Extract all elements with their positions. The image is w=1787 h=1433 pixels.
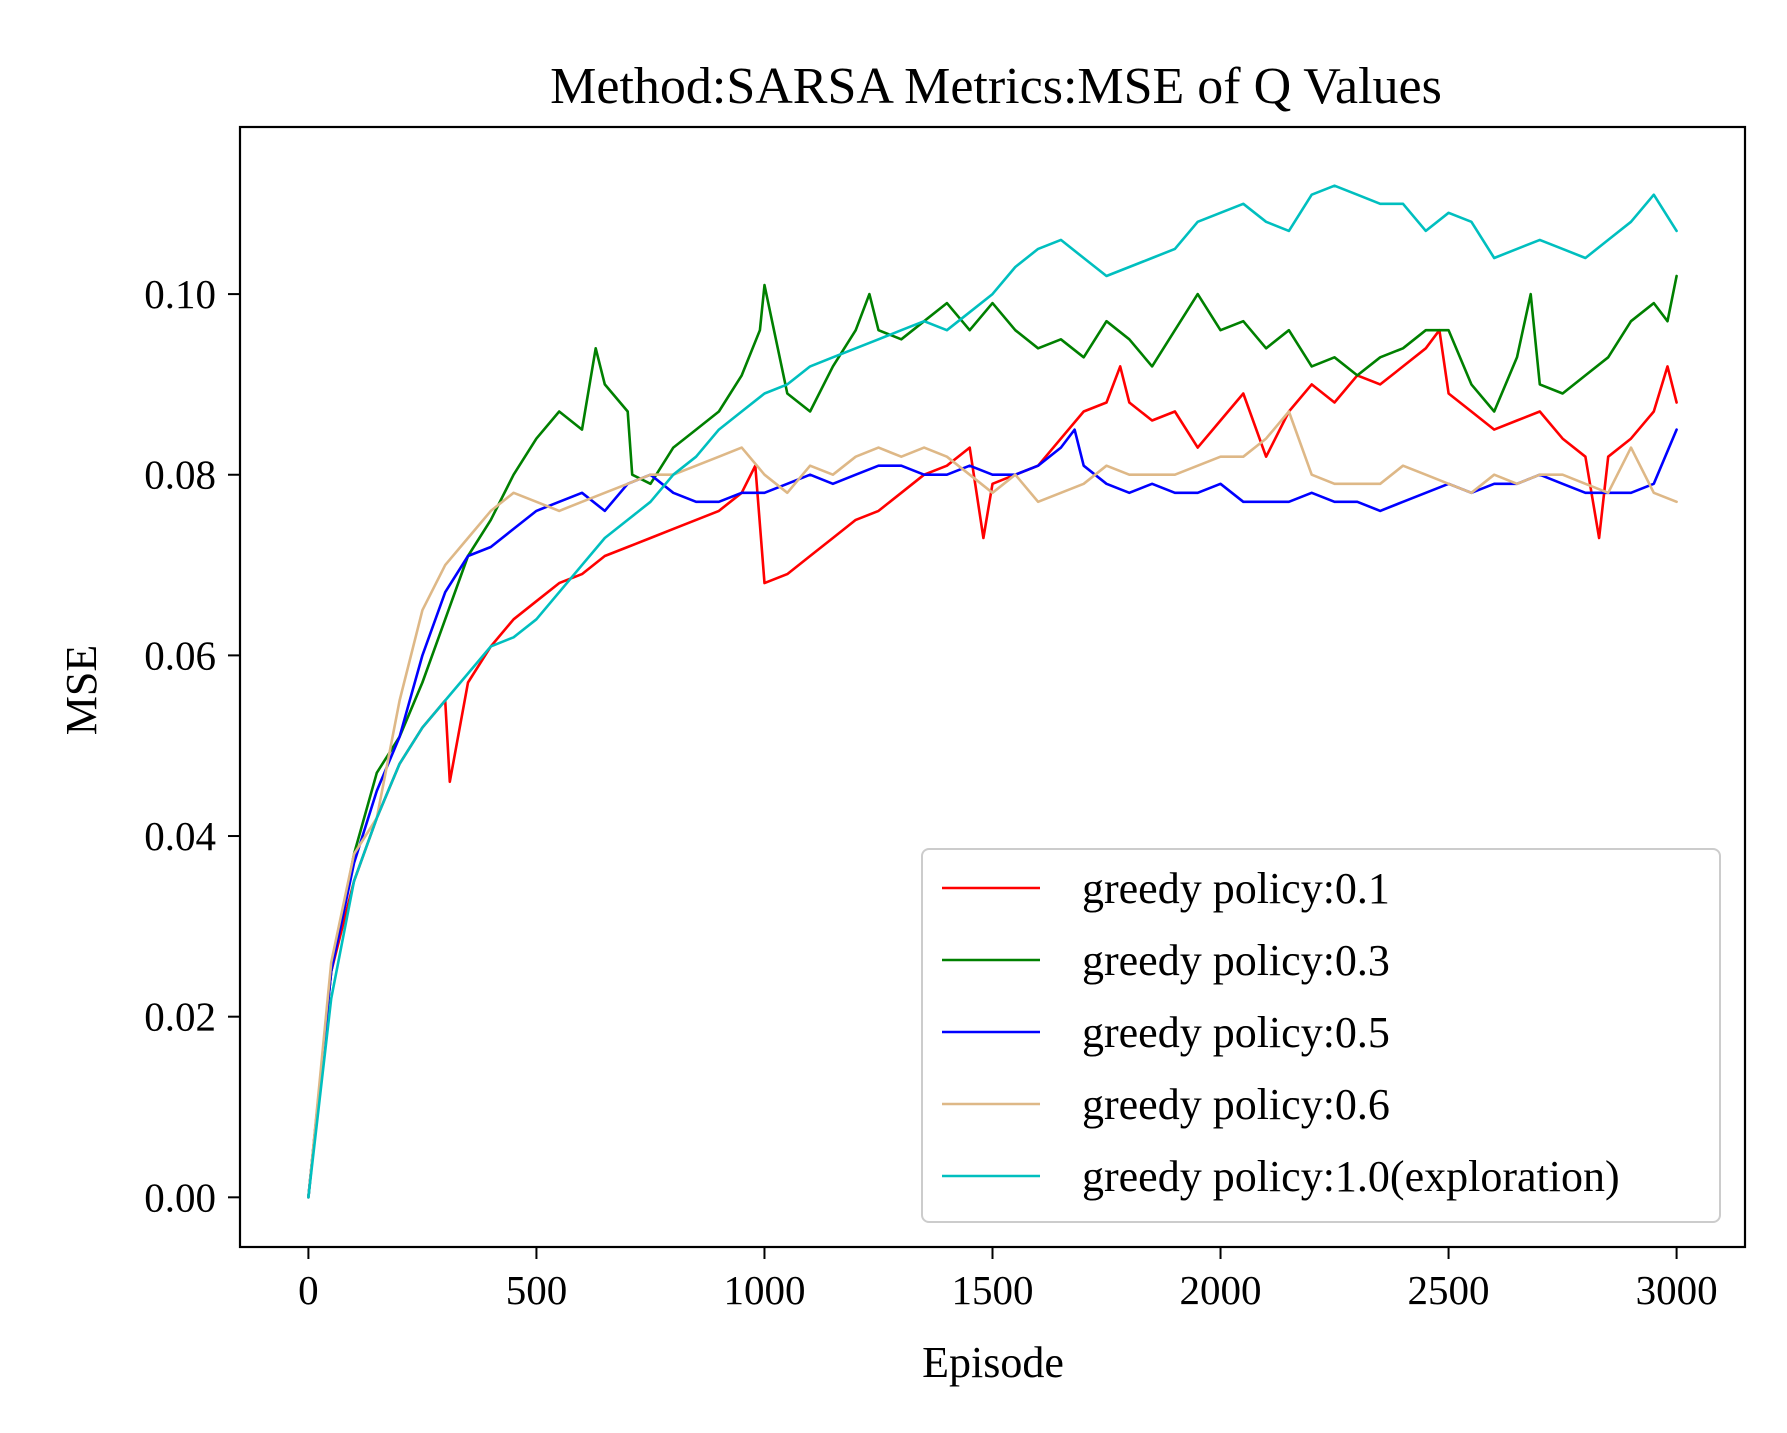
y-tick-label: 0.04 [144, 813, 216, 859]
series-line-1 [307, 274, 1678, 1199]
y-tick-label: 0.08 [144, 452, 216, 498]
y-tick-label: 0.10 [144, 271, 216, 317]
x-tick-label: 2500 [1408, 1267, 1490, 1313]
y-tick-label: 0.02 [144, 994, 216, 1040]
x-axis-ticks: 0 500 1000 1500 2000 2500 3000 [298, 1247, 1718, 1313]
x-tick-label: 500 [506, 1267, 568, 1313]
legend-label-2: greedy policy:0.5 [1082, 1008, 1390, 1057]
x-tick-label: 2000 [1180, 1267, 1262, 1313]
x-axis-label: Episode [922, 1338, 1064, 1387]
chart-title: Method:SARSA Metrics:MSE of Q Values [550, 58, 1442, 115]
y-axis-ticks: 0.00 0.02 0.04 0.06 0.08 0.10 [144, 271, 240, 1220]
series-line-0 [307, 328, 1678, 1199]
y-tick-label: 0.00 [144, 1174, 216, 1220]
legend: greedy policy:0.1 greedy policy:0.3 greedy… [921, 848, 1721, 1223]
legend-label-4: greedy policy:1.0(exploration) [1082, 1152, 1620, 1201]
series-line-3 [307, 410, 1678, 1199]
series-line-4 [307, 184, 1678, 1199]
legend-label-1: greedy policy:0.3 [1082, 936, 1390, 985]
legend-box [921, 848, 1721, 1223]
x-tick-label: 1500 [952, 1267, 1034, 1313]
series-lines [307, 184, 1678, 1199]
x-tick-label: 1000 [723, 1267, 805, 1313]
y-tick-label: 0.06 [144, 632, 216, 678]
y-axis-label: MSE [57, 645, 106, 735]
series-line-2 [307, 428, 1678, 1199]
legend-label-3: greedy policy:0.6 [1082, 1080, 1390, 1129]
x-tick-label: 3000 [1636, 1267, 1718, 1313]
x-tick-label: 0 [298, 1267, 319, 1313]
legend-label-0: greedy policy:0.1 [1082, 864, 1390, 913]
